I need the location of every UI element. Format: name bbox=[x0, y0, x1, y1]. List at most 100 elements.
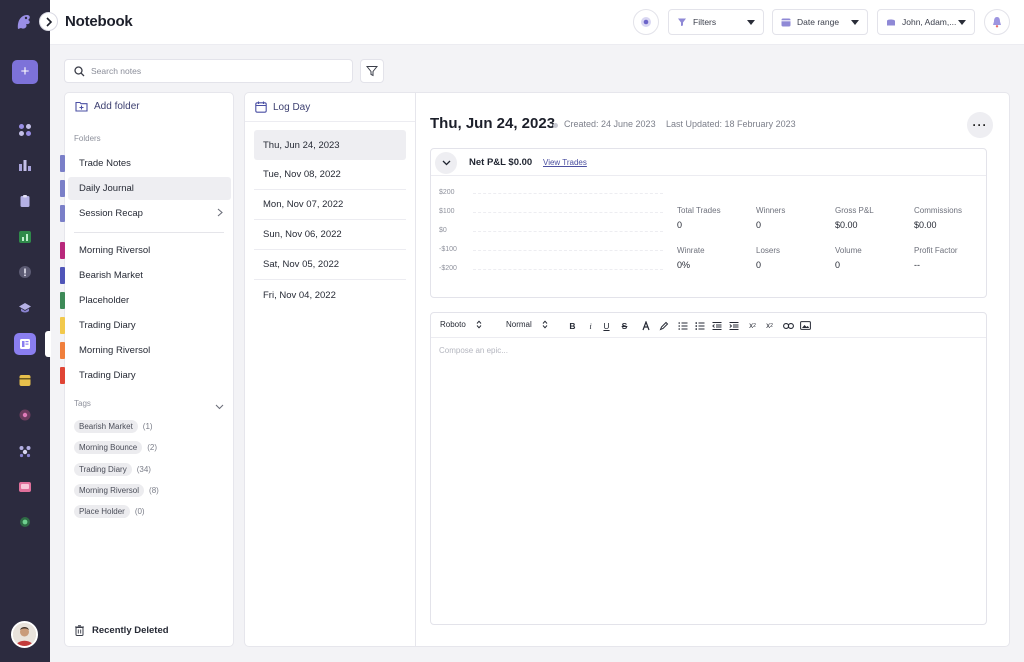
search-input[interactable] bbox=[91, 66, 331, 76]
dashboard-icon[interactable] bbox=[17, 122, 33, 138]
folder-item[interactable]: Morning Riversol bbox=[60, 239, 231, 262]
app-logo-icon[interactable] bbox=[13, 11, 35, 33]
day-item[interactable]: Tue, Nov 08, 2022 bbox=[254, 160, 406, 190]
date-range-dropdown[interactable]: Date range bbox=[772, 9, 868, 35]
funnel-icon bbox=[366, 66, 378, 77]
y-tick-label: -$200 bbox=[439, 265, 457, 272]
net-pnl-label: Net P&L $0.00 bbox=[469, 157, 533, 168]
page-title: Notebook bbox=[65, 13, 133, 30]
reports-icon[interactable] bbox=[17, 157, 33, 173]
target-icon[interactable] bbox=[17, 407, 33, 423]
folder-item[interactable]: Trading Diary bbox=[60, 364, 231, 387]
updated-date: Last Updated: 18 February 2023 bbox=[666, 119, 796, 129]
folder-label: Morning Riversol bbox=[79, 245, 151, 256]
folder-item[interactable]: Session Recap bbox=[60, 202, 231, 225]
log-day-button[interactable]: Log Day bbox=[255, 101, 310, 113]
italic-icon[interactable]: i bbox=[589, 320, 592, 331]
font-family-select[interactable]: Roboto bbox=[440, 320, 482, 329]
add-new-button[interactable]: + bbox=[12, 60, 38, 84]
calendar-icon[interactable] bbox=[17, 372, 33, 388]
text-size-value: Normal bbox=[506, 320, 532, 329]
stat-value: 0 bbox=[756, 260, 762, 270]
day-item[interactable]: Thu, Jun 24, 2023 bbox=[254, 130, 406, 160]
folder-color-bar bbox=[60, 155, 65, 172]
image-icon[interactable] bbox=[799, 319, 812, 332]
tag-item[interactable]: Morning Riversol (8) bbox=[74, 484, 159, 497]
y-tick-label: $200 bbox=[439, 189, 455, 196]
underline-icon[interactable]: U bbox=[603, 320, 610, 331]
recently-deleted-button[interactable]: Recently Deleted bbox=[75, 625, 169, 636]
tag-item[interactable]: Bearish Market (1) bbox=[74, 420, 153, 433]
community-icon[interactable] bbox=[17, 443, 33, 459]
tags-collapse-toggle[interactable] bbox=[215, 399, 224, 413]
strikethrough-icon[interactable]: S bbox=[621, 320, 628, 331]
editor-placeholder[interactable]: Compose an epic... bbox=[439, 346, 508, 355]
tag-item[interactable]: Place Holder (0) bbox=[74, 505, 145, 518]
more-options-button[interactable]: ··· bbox=[967, 112, 993, 138]
day-item[interactable]: Sat, Nov 05, 2022 bbox=[254, 250, 406, 280]
learning-icon[interactable] bbox=[17, 300, 33, 316]
tag-item[interactable]: Morning Bounce (2) bbox=[74, 441, 157, 454]
font-family-value: Roboto bbox=[440, 320, 466, 329]
pnl-collapse-button[interactable] bbox=[435, 152, 457, 174]
stat-commissions: Commissions $0.00 bbox=[914, 206, 962, 230]
user-avatar[interactable] bbox=[11, 621, 38, 648]
text-color-icon[interactable] bbox=[639, 319, 652, 332]
folder-item[interactable]: Placeholder bbox=[60, 289, 231, 312]
stat-winrate: Winrate 0% bbox=[677, 246, 705, 270]
link-icon[interactable] bbox=[782, 319, 795, 332]
stat-value: 0 bbox=[835, 260, 841, 270]
y-tick-label: $100 bbox=[439, 208, 455, 215]
tag-label: Morning Bounce bbox=[74, 441, 143, 454]
folder-item[interactable]: Bearish Market bbox=[60, 264, 231, 287]
stat-key: Commissions bbox=[914, 206, 963, 215]
recently-deleted-label: Recently Deleted bbox=[92, 625, 169, 636]
folder-color-bar bbox=[60, 367, 65, 384]
notes-filter-button[interactable] bbox=[360, 59, 384, 83]
media-icon[interactable] bbox=[17, 479, 33, 495]
folder-item[interactable]: Daily Journal bbox=[60, 177, 231, 200]
stat-key: Profit Factor bbox=[914, 246, 958, 255]
text-size-select[interactable]: Normal bbox=[506, 320, 548, 329]
filters-dropdown[interactable]: Filters bbox=[668, 9, 764, 35]
highlighter-icon[interactable] bbox=[657, 319, 670, 332]
ordered-list-icon[interactable] bbox=[676, 319, 689, 332]
tag-count: (0) bbox=[134, 507, 145, 516]
info-icon[interactable] bbox=[17, 264, 33, 280]
left-rail: + bbox=[0, 0, 51, 662]
collapse-sidebar-button[interactable] bbox=[39, 12, 58, 31]
tag-item[interactable]: Trading Diary (34) bbox=[74, 463, 151, 476]
folder-item[interactable]: Trading Diary bbox=[60, 314, 231, 337]
bullet-list-icon[interactable] bbox=[693, 319, 706, 332]
trash-icon bbox=[75, 625, 84, 636]
accounts-dropdown[interactable]: John, Adam,... bbox=[877, 9, 975, 35]
bold-icon[interactable]: B bbox=[569, 320, 576, 331]
add-folder-button[interactable]: Add folder bbox=[75, 101, 140, 112]
privacy-toggle-button[interactable] bbox=[633, 9, 659, 35]
view-trades-link[interactable]: View Trades bbox=[543, 158, 587, 167]
folder-item[interactable]: Trade Notes bbox=[60, 152, 231, 175]
day-item[interactable]: Mon, Nov 07, 2022 bbox=[254, 190, 406, 220]
status-dot-icon[interactable] bbox=[17, 514, 33, 530]
y-tick-label: $0 bbox=[439, 227, 447, 234]
y-tick-label: -$100 bbox=[439, 246, 457, 253]
folder-item[interactable]: Morning Riversol bbox=[60, 339, 231, 362]
note-title: Thu, Jun 24, 2023 bbox=[430, 115, 556, 132]
outdent-icon[interactable] bbox=[710, 319, 723, 332]
grid-line bbox=[473, 193, 663, 194]
indent-icon[interactable] bbox=[727, 319, 740, 332]
stats-icon[interactable] bbox=[17, 229, 33, 245]
folder-label: Session Recap bbox=[79, 208, 143, 219]
stat-value: -- bbox=[914, 260, 920, 270]
notebook-nav-icon[interactable] bbox=[14, 333, 36, 355]
day-item[interactable]: Sun, Nov 06, 2022 bbox=[254, 220, 406, 250]
day-item[interactable]: Fri, Nov 04, 2022 bbox=[263, 289, 336, 301]
stat-key: Winners bbox=[756, 206, 786, 215]
clipboard-icon[interactable] bbox=[17, 193, 33, 209]
folder-label: Placeholder bbox=[79, 295, 130, 306]
folder-color-bar bbox=[60, 317, 65, 334]
tag-count: (1) bbox=[142, 422, 153, 431]
notifications-button[interactable] bbox=[984, 9, 1010, 35]
